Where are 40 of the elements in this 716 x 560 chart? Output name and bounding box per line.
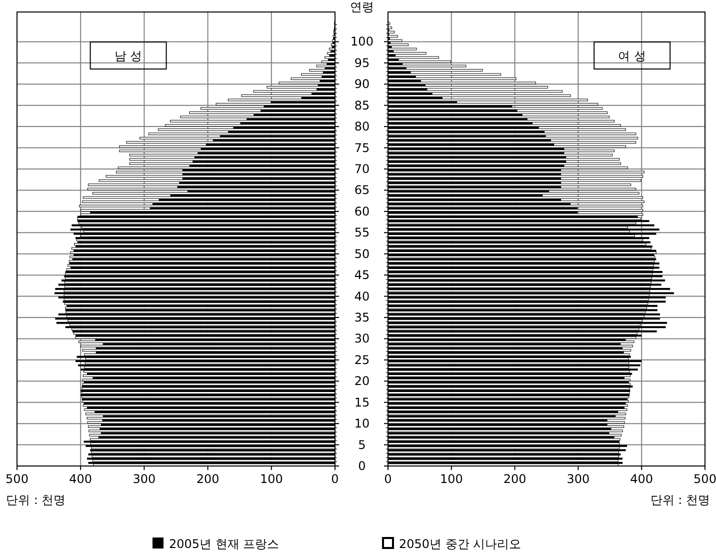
y-tick-label: 50 [354, 246, 370, 261]
y-tick-label: 80 [354, 120, 370, 134]
x-axis-title: 단위 : 천명 [650, 493, 710, 507]
y-tick-label: 60 [354, 204, 370, 218]
x-tick-label: 400 [69, 472, 92, 486]
y-tick-label: 65 [354, 183, 370, 198]
x-tick-label: 100 [260, 472, 283, 486]
x-tick-label: 100 [440, 472, 463, 486]
x-tick-label: 300 [132, 472, 156, 486]
legend-label: 2005년 현재 프랑스 [169, 537, 280, 551]
x-tick-label: 400 [630, 472, 654, 486]
x-tick-label: 0 [331, 472, 339, 486]
y-tick-label: 5 [358, 438, 366, 452]
text: 남 성 [114, 49, 142, 63]
x-tick-label: 200 [503, 472, 526, 486]
y-tick-label: 15 [354, 395, 370, 410]
y-tick-label: 25 [354, 352, 370, 367]
y-tick-label: 30 [354, 332, 370, 346]
y-tick-label: 0 [358, 459, 366, 473]
y-tick-label: 45 [354, 268, 370, 282]
x-tick-label: 500 [694, 472, 716, 486]
x-tick-label: 300 [566, 472, 590, 486]
y-tick-label: 75 [354, 140, 370, 155]
y-tick-label: 90 [354, 77, 370, 92]
y-tick-label: 40 [354, 289, 370, 304]
y-axis-title: 연령 [350, 0, 374, 14]
y-tick-label: 55 [354, 226, 370, 240]
y-tick-label: 85 [354, 98, 370, 112]
y-tick-label: 10 [354, 416, 370, 431]
y-tick-label: 100 [350, 34, 374, 49]
x-tick-label: 200 [196, 472, 220, 486]
y-tick-label: 95 [354, 56, 370, 70]
y-tick-label: 20 [354, 374, 370, 388]
legend-label: 2050년 중간 시나리오 [399, 537, 522, 551]
x-tick-label: 500 [6, 472, 28, 486]
text: 여 성 [618, 49, 646, 63]
x-axis-title: 단위 : 천명 [6, 493, 66, 507]
y-tick-label: 35 [354, 310, 370, 324]
y-tick-label: 70 [354, 162, 370, 176]
x-tick-label: 0 [384, 472, 392, 486]
